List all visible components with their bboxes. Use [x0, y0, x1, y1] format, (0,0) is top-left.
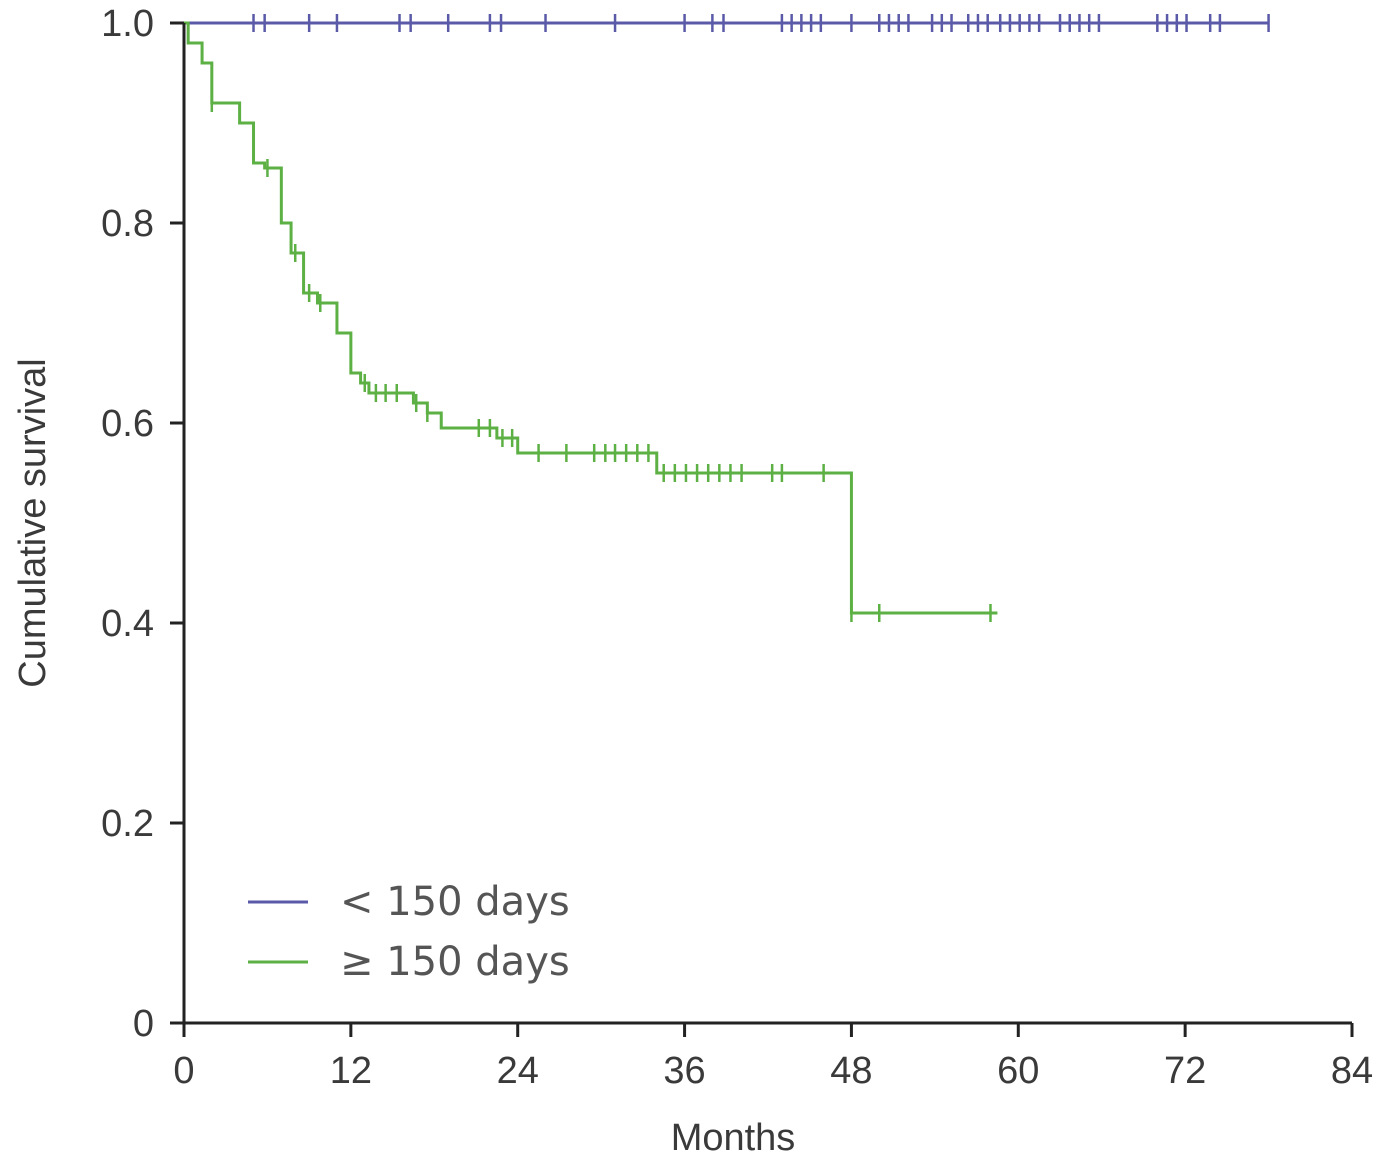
x-tick-label: 24 [497, 1050, 539, 1092]
y-tick-label: 0.4 [101, 603, 154, 645]
x-tick-label: 84 [1331, 1050, 1373, 1092]
y-tick-label: 0.8 [101, 203, 154, 245]
y-tick-label: 0.6 [101, 403, 154, 445]
series-line-1 [184, 21, 998, 615]
x-tick-label: 72 [1164, 1050, 1206, 1092]
y-tick-label: 0 [133, 1003, 154, 1045]
plot-lines [184, 14, 1270, 622]
x-tick-label: 36 [663, 1050, 705, 1092]
y-tick-label: 0.2 [101, 803, 154, 845]
y-tick-label: 1.0 [101, 3, 154, 45]
x-tick-label: 12 [330, 1050, 372, 1092]
x-axis-title: Months [671, 1117, 796, 1159]
x-tick-label: 60 [997, 1050, 1039, 1092]
legend-label: ≥ 150 days [340, 939, 570, 985]
y-axis-title: Cumulative survival [12, 358, 54, 687]
axes [182, 23, 1352, 1025]
ticks: 0 12 24 36 48 60 72 84 0 0.2 0.4 0.6 0.8 1.0 [101, 3, 1373, 1092]
legend-label: < 150 days [340, 879, 570, 925]
x-tick-label: 0 [173, 1050, 194, 1092]
legend: < 150 days ≥ 150 days [248, 879, 570, 985]
x-tick-label: 48 [830, 1050, 872, 1092]
